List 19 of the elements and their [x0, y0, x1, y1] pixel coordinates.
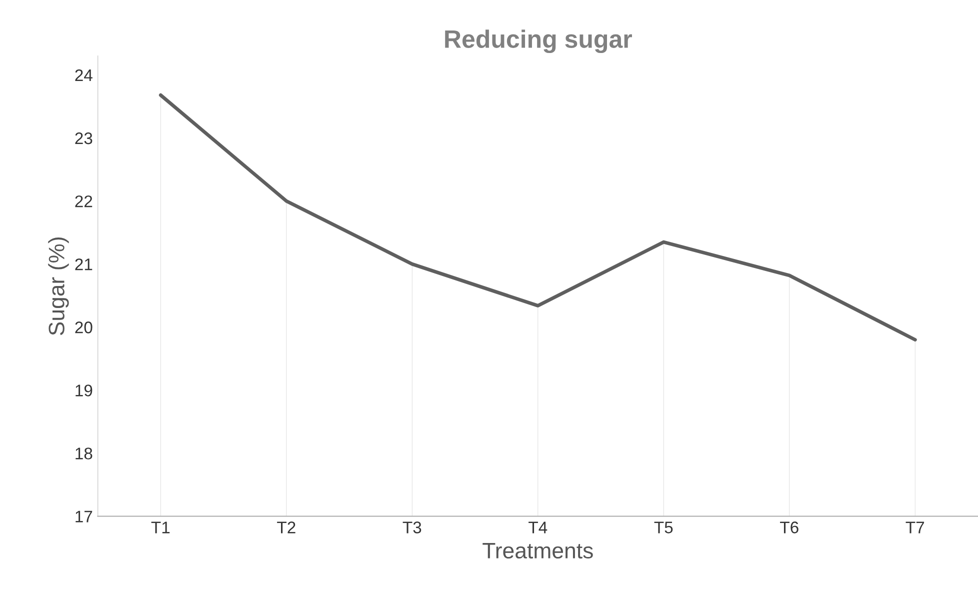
x-tick-label: T6 — [780, 522, 798, 534]
x-tick-label: T7 — [906, 522, 924, 534]
x-tick-label: T1 — [151, 522, 170, 534]
x-tick-label: T3 — [402, 522, 422, 534]
y-axis-title: Sugar (%) — [48, 238, 69, 336]
x-axis-title: Treatments — [482, 543, 593, 559]
x-tick-label: T2 — [277, 522, 296, 534]
chart-title: Reducing sugar — [445, 30, 632, 54]
y-tick-label: 17 — [76, 510, 92, 522]
y-tick-label: 22 — [75, 195, 92, 208]
y-tick-label: 20 — [75, 322, 92, 334]
y-tick-label: 21 — [75, 258, 92, 270]
y-tick-label: 19 — [76, 384, 92, 396]
x-tick-label: T5 — [654, 522, 673, 534]
line-series — [158, 93, 917, 342]
y-tick-label: 18 — [76, 448, 92, 460]
x-tick-label: T4 — [528, 522, 548, 534]
y-tick-label: 23 — [75, 132, 92, 144]
y-tick-label: 24 — [75, 69, 92, 81]
